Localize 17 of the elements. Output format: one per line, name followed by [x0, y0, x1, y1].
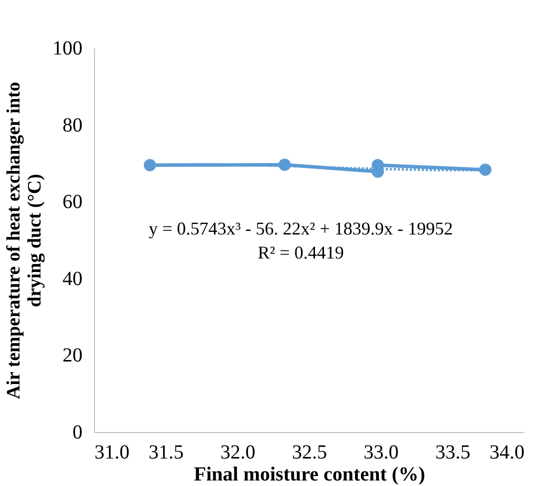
x-tick-label: 32.0 [220, 442, 256, 464]
y-tick-label: 40 [62, 268, 82, 290]
annotation: y = 0.5743x³ - 56. 22x² + 1839.9x - 19952 [148, 218, 453, 238]
x-tick-label: 31.0 [94, 442, 130, 464]
x-tick-label: 31.5 [148, 442, 184, 464]
x-axis-title: Final moisture content (%) [194, 464, 426, 486]
y-axis-title: Air temperature of heat exchanger into drying duct (°C) [4, 82, 46, 400]
x-tick-label: 32.5 [292, 442, 327, 464]
y-tick-label: 80 [62, 114, 82, 136]
x-tick-label: 34.0 [490, 442, 524, 464]
y-tick-label: 0 [72, 422, 82, 444]
annotation: R² = 0.4419 [258, 242, 344, 262]
y-tick-label: 60 [62, 191, 82, 214]
y-tick-label: 20 [62, 344, 82, 367]
x-tick-label: 33.0 [364, 442, 399, 464]
y-tick-label: 100 [52, 38, 82, 60]
x-tick-label: 33.5 [435, 442, 470, 464]
